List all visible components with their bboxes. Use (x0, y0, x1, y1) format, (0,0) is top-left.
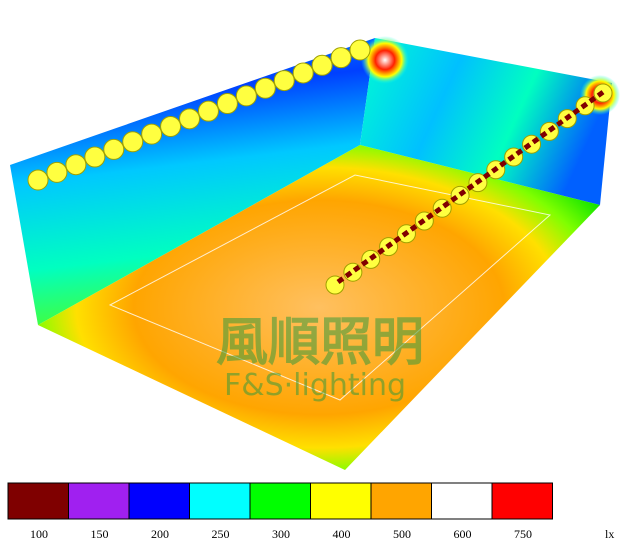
legend-label: 100 (30, 527, 48, 541)
hotspot (361, 36, 409, 84)
luminaire (330, 47, 352, 69)
legend-label: 600 (454, 527, 472, 541)
watermark: 風順照明 F&S·lighting (216, 313, 424, 403)
luminaire (216, 93, 238, 115)
luminaire (160, 115, 182, 137)
legend-unit: lx (605, 527, 614, 541)
left-wall (10, 38, 375, 325)
luminaire (103, 138, 125, 160)
legend-label: 750 (514, 527, 532, 541)
legend-label: 150 (91, 527, 109, 541)
luminaire (179, 108, 201, 130)
watermark-title: 風順照明 (216, 313, 424, 373)
court-lines (108, 174, 552, 401)
luminaire (197, 100, 219, 122)
luminaire (65, 154, 87, 176)
legend-swatch (68, 482, 130, 520)
legend-swatch (310, 482, 372, 520)
legend-label: 500 (393, 527, 411, 541)
luminaire (349, 39, 371, 61)
luminaire (273, 70, 295, 92)
legend-swatch (128, 482, 190, 520)
luminaire (27, 169, 49, 191)
luminaire (141, 123, 163, 145)
luminaire (84, 146, 106, 168)
luminaire (432, 198, 452, 218)
legend-swatch (491, 482, 553, 520)
luminaire (122, 131, 144, 153)
legend-swatch (189, 482, 251, 520)
legend-label: 250 (212, 527, 230, 541)
right-wall (360, 38, 612, 205)
luminaire (292, 62, 314, 84)
luminaire (343, 262, 363, 282)
legend-label: 300 (272, 527, 290, 541)
legend-swatch (431, 482, 493, 520)
luminaire (254, 77, 276, 99)
luminaire-line (336, 87, 608, 285)
legend-swatch (249, 482, 311, 520)
watermark-subtitle: F&S·lighting (224, 368, 406, 403)
legend-label: 400 (333, 527, 351, 541)
luminaire (235, 85, 257, 107)
luminaire (522, 134, 542, 154)
floor (38, 145, 600, 470)
legend-swatch (7, 482, 69, 520)
luminaire (311, 54, 333, 76)
luminaire (46, 161, 68, 183)
legend-label: 200 (151, 527, 169, 541)
legend: lx 100 150 200 250 300 400 500 600 750 (7, 482, 614, 541)
legend-swatch (370, 482, 432, 520)
